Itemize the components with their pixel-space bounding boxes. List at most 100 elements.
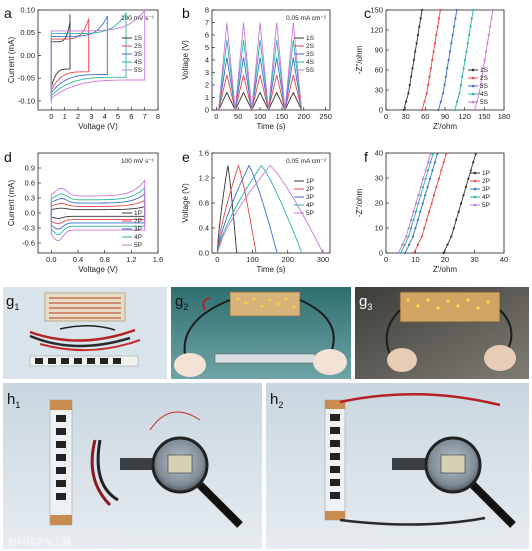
nyquist-point [397, 251, 400, 255]
black-lead-bottom [339, 516, 486, 526]
gcd-curve-3S [218, 57, 303, 111]
y-axis-label: -Z''/ohm [355, 45, 364, 74]
label-h1: h1 [7, 391, 20, 410]
x-axis-label: Voltage (V) [78, 265, 118, 274]
nyquist-point [491, 8, 494, 12]
nyquist-point [450, 42, 453, 45]
cv-curve-4S [50, 11, 127, 102]
strip-cells [56, 415, 66, 500]
nyquist-point [420, 108, 424, 112]
nyquist-point [445, 152, 448, 156]
photo-h2: h2 [266, 383, 529, 549]
nyquist-point [407, 227, 410, 230]
plot-frame [37, 9, 159, 111]
breadboard-lit-2 [399, 291, 501, 323]
x-tick-label: 1.6 [153, 255, 163, 264]
nyquist-point [409, 227, 413, 230]
annotation: 0.05 mA cm⁻² [286, 15, 327, 22]
x-tick-label: 0 [384, 255, 388, 264]
gcd-curve-1S [218, 91, 303, 112]
nyquist-point [419, 210, 422, 213]
nyquist-point [411, 67, 414, 70]
nyquist-point [414, 202, 418, 205]
legend-entry: 3S [134, 51, 143, 58]
y-tick-label: 3 [205, 68, 209, 77]
nyquist-point [482, 67, 485, 70]
y-tick-label: 60 [375, 66, 383, 75]
x-axis-label: Time (s) [256, 122, 285, 131]
cv-curve-1S [50, 14, 71, 97]
x-tick-label: 60 [421, 112, 429, 121]
nyquist-point [418, 25, 421, 28]
nyquist-point [472, 8, 475, 12]
nyquist-point [401, 243, 404, 246]
nyquist-point [454, 17, 457, 20]
nyquist-point [415, 42, 418, 45]
nyquist-point [467, 33, 471, 37]
device-cells [35, 358, 121, 364]
y-tick-label: -0.05 [18, 74, 35, 83]
y-tick-label: 0.3 [25, 194, 35, 203]
nyquist-point [399, 251, 402, 255]
x-tick-label: 3 [89, 112, 93, 121]
gcd-curve-2P [216, 164, 257, 254]
nyquist-point [417, 194, 420, 197]
legend-marker [473, 179, 477, 183]
watermark-text: 材料科学与工程 [8, 536, 71, 547]
y-tick-label: 150 [370, 6, 383, 15]
nyquist-point [405, 235, 408, 238]
chart-panels: a0 1 2 3 4 5 6 7 8-0.10-0.050.000.050.10Voltage … [4, 5, 510, 274]
y-tick-label: 0 [379, 249, 383, 258]
watch-strap-left-2 [392, 458, 432, 470]
nyquist-point [429, 152, 432, 156]
nyquist-point [433, 42, 437, 45]
panel-label: c [364, 5, 371, 21]
y-axis-label: Voltage (V) [181, 183, 190, 223]
y-axis-label: -Z''/ohm [355, 188, 364, 217]
nyquist-point [436, 25, 439, 28]
nyquist-point [427, 161, 430, 164]
nyquist-point [458, 92, 461, 95]
cv-curve-2S [50, 18, 90, 99]
x-tick-label: 30 [470, 255, 478, 264]
legend-entry: 2P [134, 218, 142, 225]
legend-marker [473, 171, 477, 175]
legend-entry: 5S [480, 99, 489, 106]
breadboard-holes [49, 297, 121, 319]
legend-marker [473, 203, 477, 207]
strip-cells-2 [330, 414, 340, 499]
y-tick-label: 8 [205, 6, 209, 15]
nyquist-point [486, 42, 489, 45]
legend-entry: 2S [134, 43, 143, 50]
x-tick-label: 1.2 [126, 255, 136, 264]
panel-label: f [364, 149, 368, 165]
nyquist-point [467, 177, 470, 180]
y-axis-label: Current (mA) [7, 180, 16, 227]
nyquist-point [432, 50, 435, 53]
x-tick-label: 8 [156, 112, 160, 121]
annotation: 100 mV s⁻¹ [121, 15, 155, 22]
magnifier-handle-2 [470, 482, 516, 528]
nyquist-point [448, 50, 452, 53]
nyquist-point [452, 25, 456, 28]
legend-marker [471, 84, 475, 88]
nyquist-point [409, 218, 413, 222]
legend-entry: 3P [134, 226, 142, 233]
strip-bottom-tab [50, 515, 72, 525]
nyquist-point [462, 194, 465, 197]
cv-curve-4P [50, 186, 146, 235]
x-tick-label: 100 [246, 255, 259, 264]
nyquist-point [456, 100, 459, 103]
legend-entry: 5P [482, 202, 490, 209]
nyquist-point [430, 202, 433, 205]
nyquist-point [420, 8, 424, 12]
legend-entry: 5S [306, 67, 315, 74]
nyquist-point [424, 169, 427, 172]
led-dots [236, 297, 296, 309]
legend-marker [473, 187, 477, 191]
left-hand-2 [387, 348, 417, 372]
right-hand-2 [484, 345, 516, 371]
nyquist-point [431, 58, 434, 62]
y-tick-label: 40 [375, 149, 383, 158]
